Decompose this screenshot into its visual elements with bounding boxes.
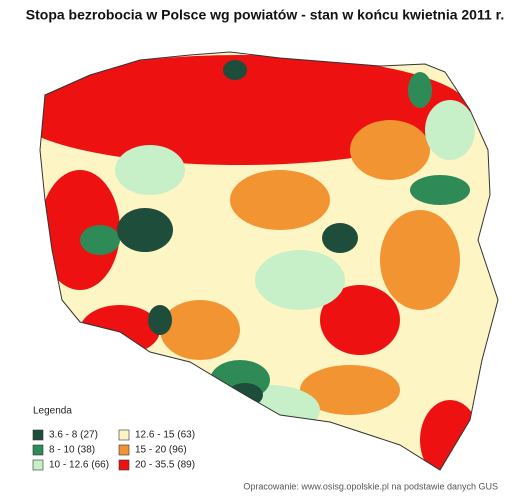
legend: 3.6 - 8 (27) 8 - 10 (38) 10 - 12.6 (66) 12.… [32, 429, 195, 471]
legend-label: 8 - 10 (38) [49, 445, 95, 456]
legend-label: 12.6 - 15 (63) [135, 430, 195, 441]
country-border [39, 51, 499, 471]
map-title: Stopa bezrobocia w Polsce wg powiatów - … [26, 7, 504, 23]
legend-label: 3.6 - 8 (27) [49, 430, 98, 441]
legend-swatch [118, 444, 130, 456]
legend-swatch [118, 459, 130, 471]
legend-swatch [118, 429, 130, 441]
legend-title: Legenda [33, 406, 72, 417]
legend-label: 20 - 35.5 (89) [135, 460, 195, 471]
legend-swatch [32, 429, 44, 441]
legend-swatch [32, 459, 44, 471]
legend-label: 15 - 20 (96) [135, 445, 187, 456]
source-note: Opracowanie: www.osisg.opolskie.pl na po… [243, 481, 498, 491]
legend-label: 10 - 12.6 (66) [49, 460, 109, 471]
legend-swatch [32, 444, 44, 456]
